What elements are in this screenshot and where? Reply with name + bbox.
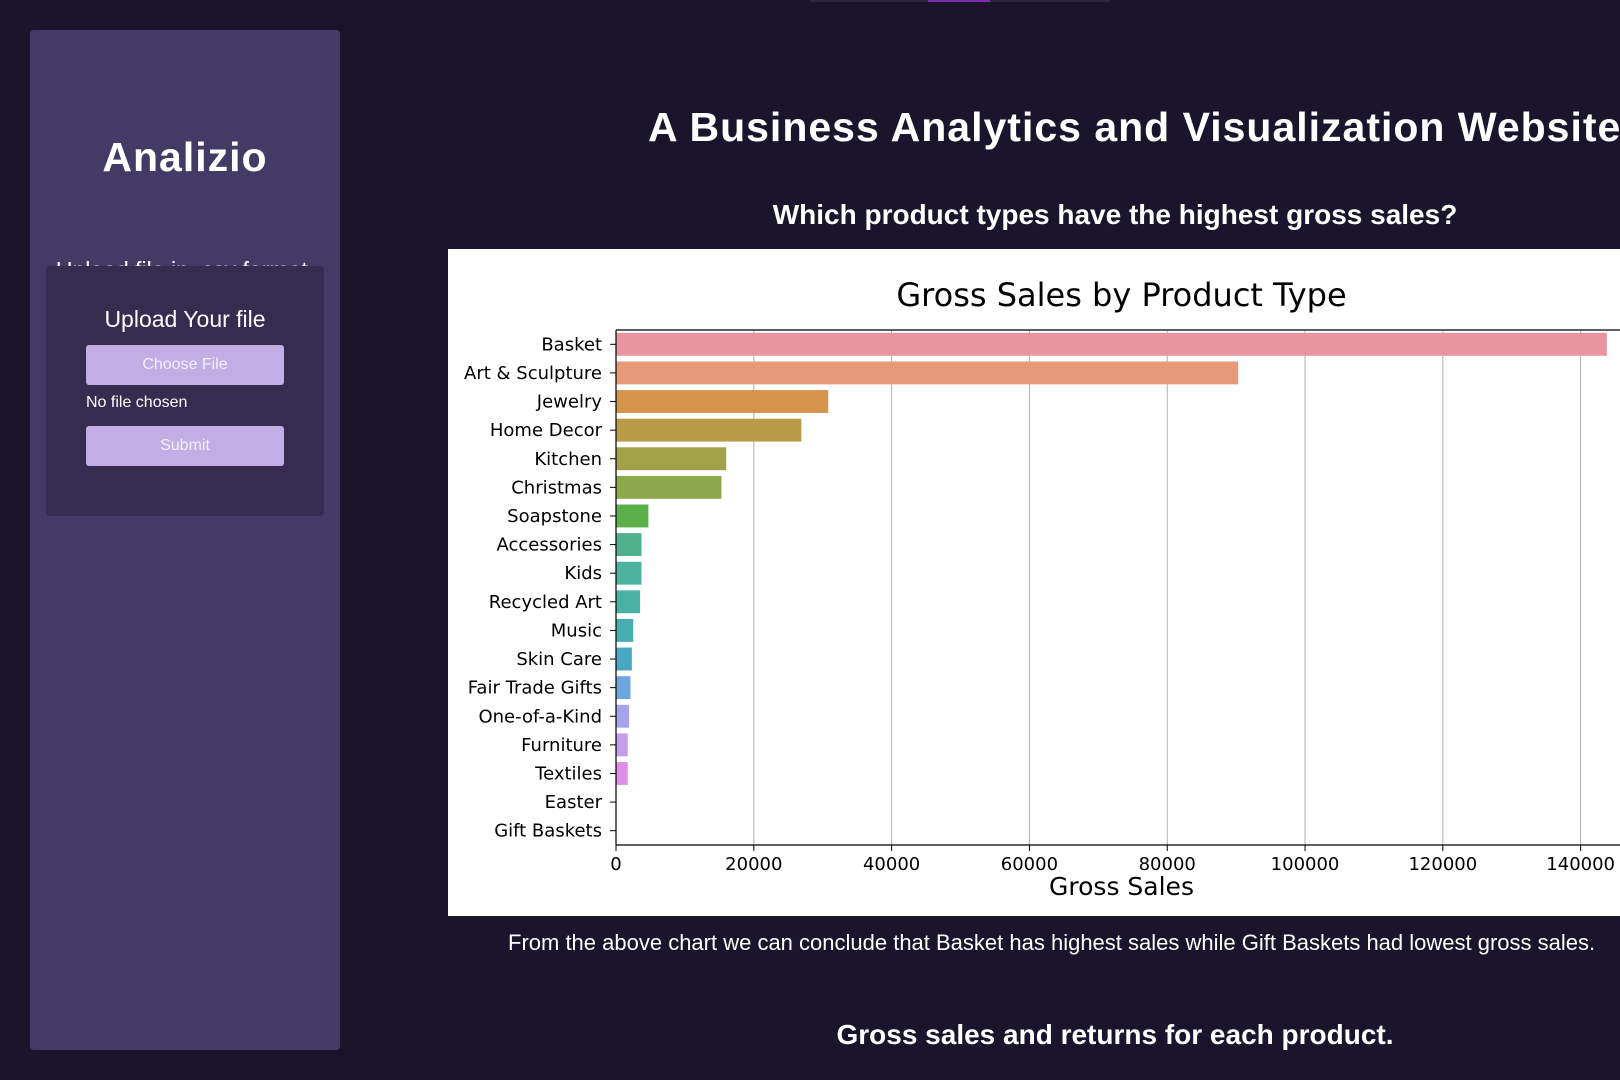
x-axis-label: Gross Sales [1049,872,1194,901]
y-tick-label: Jewelry [536,392,603,413]
chart-container: 0 20000 40000 60000 80000 100000 120000 140000 B… [448,249,1620,916]
bar-kitchen [616,447,727,471]
file-status-text: No file chosen [86,394,188,411]
y-tick-label: Furniture [521,735,602,756]
y-tick-label: Easter [545,792,603,813]
y-tick-label: Recycled Art [489,592,602,613]
bar-home-decor [616,418,802,442]
x-tick-label: 140000 [1546,854,1615,875]
y-tick-label: Accessories [497,535,603,556]
y-tick-label: Soapstone [507,506,602,527]
y-tick-label: Textiles [534,763,602,784]
bar-soapstone [616,504,649,528]
y-tick-label: Gift Baskets [494,821,602,842]
bar-jewelry [616,390,829,413]
x-tick-label: 0 [610,854,621,875]
bar-furniture [616,733,628,757]
y-tick-label: Fair Trade Gifts [468,678,602,699]
upload-card-title: Upload Your file [104,306,266,332]
y-tick-label: Art & Sculpture [464,363,602,384]
x-tick-label: 120000 [1408,854,1477,875]
submit-button[interactable]: Submit [86,426,284,466]
x-tick-label: 100000 [1271,854,1340,875]
upload-card: Upload Your file Choose File No file cho… [46,266,324,516]
y-tick-label: Christmas [511,477,602,498]
x-tick-label: 80000 [1139,854,1196,875]
top-progress-indicator [928,0,990,2]
y-tick-label: One-of-a-Kind [478,706,602,727]
bar-christmas [616,475,722,499]
bar-recycled-art [616,590,641,614]
brand-title: Analizio [102,134,268,180]
conclusion-text: From the above chart we can conclude tha… [508,930,1596,955]
bar-accessories [616,533,642,557]
gross-sales-bar-chart: 0 20000 40000 60000 80000 100000 120000 140000 B… [464,276,1620,901]
x-tick-label: 40000 [863,854,920,875]
bar-basket [616,332,1607,356]
bar-music [616,618,634,642]
y-tick-label: Basket [541,334,602,355]
bar-kids [616,561,642,585]
sidebar: Analizio Upload file in .csv format. Upl… [30,30,340,1050]
page-title: A Business Analytics and Visualization W… [648,104,1620,150]
bar-fair-trade-gifts [616,676,631,700]
bar-one-of-a-kind [616,704,630,728]
section-question: Which product types have the highest gro… [772,199,1458,230]
bar-skin-care [616,647,632,671]
y-tick-label: Skin Care [516,649,602,670]
conclusion-list-item: From the above chart we can conclude tha… [508,930,1620,956]
chart-title: Gross Sales by Product Type [896,276,1346,314]
next-section-heading: Gross sales and returns for each product… [836,1019,1394,1050]
y-tick-label: Kids [564,563,602,584]
x-tick-label: 20000 [725,854,782,875]
y-tick-label: Home Decor [490,420,603,441]
choose-file-button[interactable]: Choose File [86,345,284,385]
bar-textiles [616,762,628,785]
bar-art-sculpture [616,361,1239,385]
y-tick-label: Kitchen [534,449,602,470]
y-tick-label: Music [551,620,602,641]
x-tick-label: 60000 [1001,854,1058,875]
